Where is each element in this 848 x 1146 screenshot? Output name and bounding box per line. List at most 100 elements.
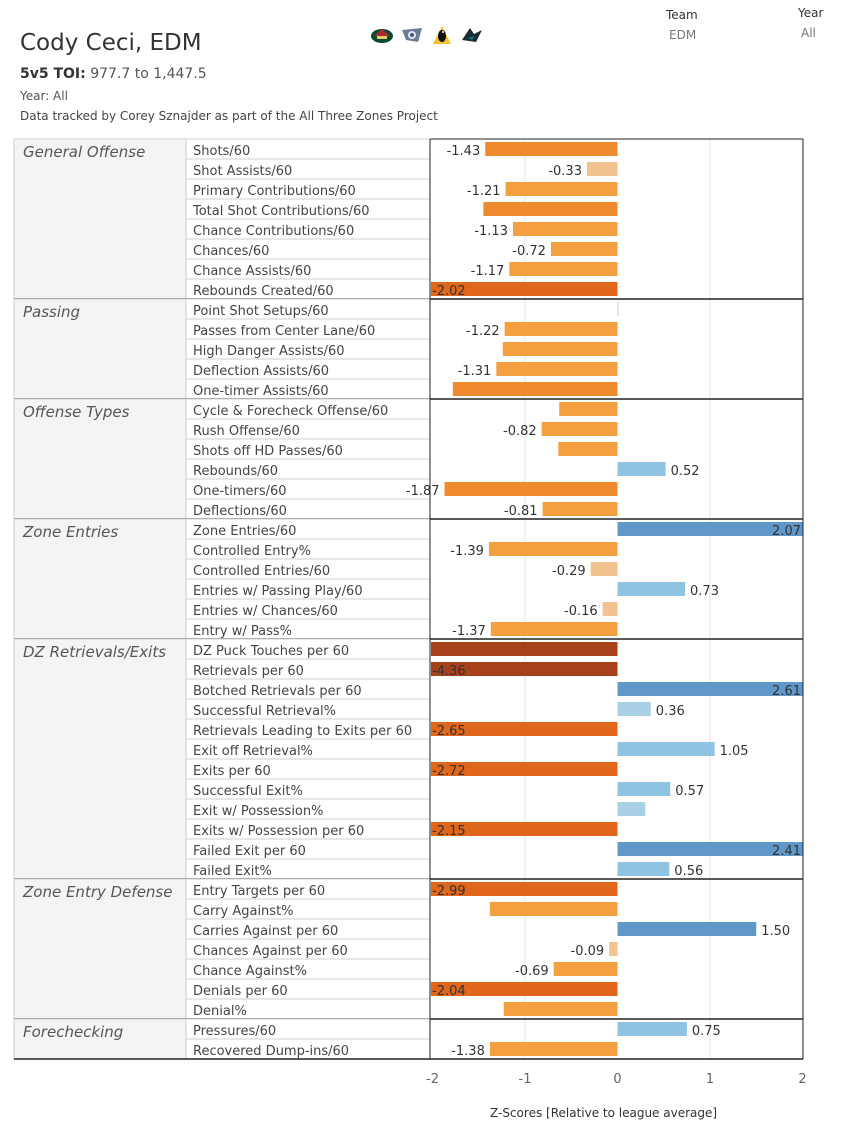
- value-label: 0.73: [690, 584, 719, 599]
- data-bar[interactable]: [602, 602, 618, 616]
- data-bar[interactable]: [431, 762, 618, 776]
- year-filter-value[interactable]: All: [801, 26, 816, 40]
- metric-label: One-timers/60: [193, 484, 287, 499]
- data-bar[interactable]: [505, 182, 618, 196]
- metric-label: Failed Exit per 60: [193, 844, 306, 859]
- data-bar[interactable]: [452, 382, 618, 396]
- data-bar[interactable]: [586, 162, 618, 176]
- group-label: Zone Entries: [22, 523, 118, 541]
- data-bar[interactable]: [504, 322, 618, 336]
- data-bar[interactable]: [617, 742, 715, 756]
- data-bar[interactable]: [542, 502, 618, 516]
- wild-logo-icon[interactable]: [370, 24, 394, 46]
- data-bar[interactable]: [483, 202, 618, 216]
- metric-label: Deflections/60: [193, 504, 287, 519]
- data-bar[interactable]: [553, 962, 618, 976]
- data-bar[interactable]: [431, 662, 618, 676]
- metric-label: Retrievals Leading to Exits per 60: [193, 724, 412, 739]
- data-bar[interactable]: [431, 282, 618, 296]
- metric-label: Rebounds/60: [193, 464, 278, 479]
- data-bar[interactable]: [489, 1042, 618, 1056]
- data-bar[interactable]: [512, 222, 618, 236]
- data-bar[interactable]: [617, 842, 804, 856]
- data-bar[interactable]: [617, 682, 804, 696]
- value-label: -1.39: [450, 544, 484, 559]
- group-cell: [13, 298, 187, 400]
- value-label: 1.05: [720, 744, 749, 759]
- value-label: -2.15: [432, 824, 466, 839]
- group-cell: [13, 638, 187, 880]
- metric-label: Controlled Entry%: [193, 544, 311, 559]
- data-bar[interactable]: [431, 822, 618, 836]
- x-tick-label: 0: [613, 1072, 621, 1087]
- data-bar[interactable]: [609, 942, 618, 956]
- data-bar[interactable]: [617, 522, 804, 536]
- value-label: 0.56: [674, 864, 703, 879]
- data-bar[interactable]: [485, 142, 618, 156]
- data-bar[interactable]: [431, 882, 618, 896]
- metric-label: Passes from Center Lane/60: [193, 324, 375, 339]
- value-label: -2.99: [432, 884, 466, 899]
- value-label: -0.69: [515, 964, 549, 979]
- value-label: 2.41: [772, 844, 801, 859]
- data-bar[interactable]: [617, 702, 651, 716]
- data-bar[interactable]: [617, 582, 686, 596]
- metric-label: Chance Against%: [193, 964, 307, 979]
- data-bar[interactable]: [444, 482, 618, 496]
- data-bar[interactable]: [503, 1002, 618, 1016]
- metric-label: Primary Contributions/60: [193, 184, 356, 199]
- value-label: -2.72: [432, 764, 466, 779]
- x-tick-label: -1: [519, 1072, 532, 1087]
- toi-value: 977.7 to 1,447.5: [90, 66, 207, 82]
- data-bar[interactable]: [590, 562, 618, 576]
- data-bar[interactable]: [617, 782, 671, 796]
- value-label: -0.33: [548, 164, 582, 179]
- value-label: -1.37: [452, 624, 486, 639]
- value-label: 0.52: [671, 464, 700, 479]
- value-label: -0.81: [504, 504, 538, 519]
- data-bar[interactable]: [502, 342, 618, 356]
- data-bar[interactable]: [490, 622, 618, 636]
- data-bar[interactable]: [617, 922, 757, 936]
- metric-label: High Danger Assists/60: [193, 344, 345, 359]
- data-bar[interactable]: [550, 242, 618, 256]
- metric-label: Entries w/ Passing Play/60: [193, 584, 363, 599]
- value-label: -0.09: [571, 944, 605, 959]
- data-bar[interactable]: [488, 542, 618, 556]
- value-label: 0.57: [675, 784, 704, 799]
- data-bar[interactable]: [617, 302, 619, 316]
- metric-label: Chance Contributions/60: [193, 224, 354, 239]
- value-label: 0.75: [692, 1024, 721, 1039]
- oilers-logo-icon[interactable]: [400, 24, 424, 46]
- metric-label: Exits per 60: [193, 764, 271, 779]
- group-cell: [13, 878, 187, 1020]
- group-label: General Offense: [23, 143, 145, 161]
- value-label: 0.36: [656, 704, 685, 719]
- data-bar[interactable]: [617, 462, 666, 476]
- data-bar[interactable]: [558, 442, 618, 456]
- data-bar[interactable]: [431, 982, 618, 996]
- data-bar[interactable]: [496, 362, 618, 376]
- data-bar[interactable]: [541, 422, 618, 436]
- sharks-logo-icon[interactable]: [460, 24, 484, 46]
- data-bar[interactable]: [431, 642, 618, 656]
- metric-label: Shots/60: [193, 144, 250, 159]
- data-bar[interactable]: [617, 862, 670, 876]
- metric-label: Total Shot Contributions/60: [192, 204, 370, 219]
- metric-label: Recovered Dump-ins/60: [193, 1044, 349, 1059]
- x-tick-label: 1: [706, 1072, 714, 1087]
- value-label: -1.17: [471, 264, 505, 279]
- group-label: Zone Entry Defense: [22, 883, 172, 901]
- data-bar[interactable]: [559, 402, 618, 416]
- data-bar[interactable]: [431, 722, 618, 736]
- team-logos: [370, 24, 484, 46]
- data-bar[interactable]: [489, 902, 618, 916]
- data-bar[interactable]: [509, 262, 618, 276]
- value-label: 1.50: [761, 924, 790, 939]
- data-bar[interactable]: [617, 1022, 687, 1036]
- penguins-logo-icon[interactable]: [430, 24, 454, 46]
- data-bar[interactable]: [617, 802, 646, 816]
- team-filter-value[interactable]: EDM: [669, 28, 697, 42]
- metric-label: Botched Retrievals per 60: [193, 684, 362, 699]
- value-label: -1.21: [467, 184, 501, 199]
